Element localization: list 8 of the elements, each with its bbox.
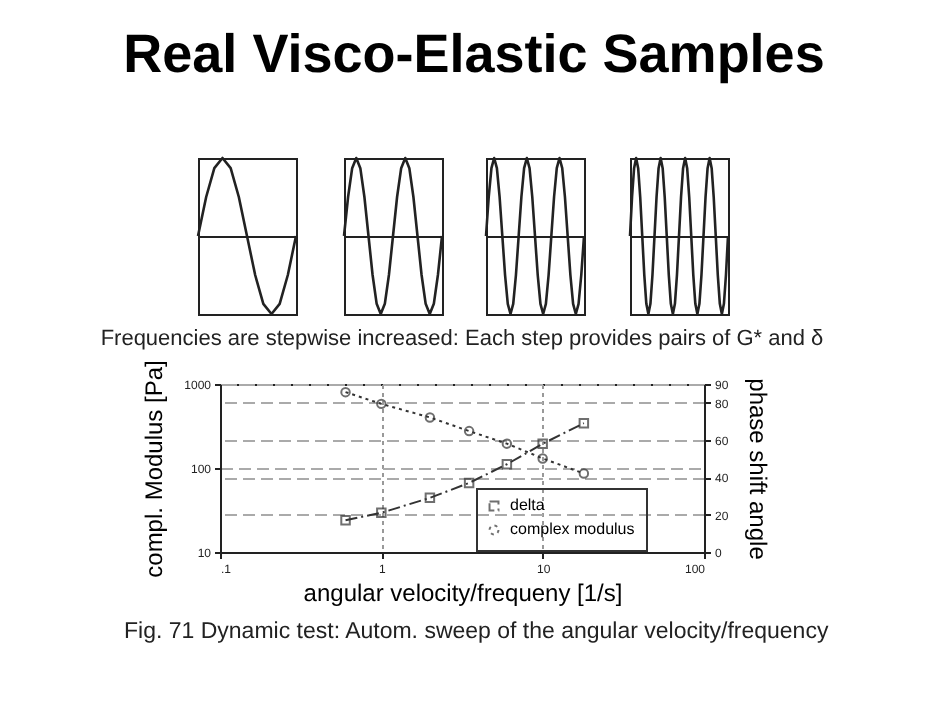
x-axis-title: angular velocity/frequeny [1/s] (303, 579, 623, 607)
legend-label: complex modulus (510, 520, 635, 538)
legend-label: delta (510, 496, 546, 514)
caption: Fig. 71 Dynamic test: Autom. sweep of the angular velocity/frequency (124, 620, 829, 644)
y2-axis-title: phase shift angle (744, 378, 773, 561)
y-axis-title: compl. Modulus [Pa] (140, 360, 169, 578)
text: Real Visco-Elastic Samples (121, 24, 827, 86)
chart-title: Frequencies are stepwise increased: Each step provides pairs of G* and δ (100, 327, 824, 352)
